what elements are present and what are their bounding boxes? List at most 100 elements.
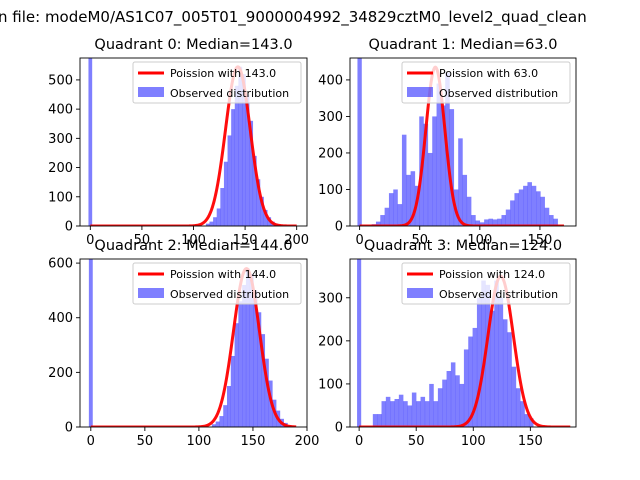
hist-bar bbox=[227, 386, 231, 427]
hist-bar bbox=[484, 219, 489, 226]
y-tick-label: 100 bbox=[318, 377, 343, 392]
hist-bar bbox=[388, 193, 394, 226]
hist-bar bbox=[536, 191, 541, 226]
hist-bar bbox=[507, 332, 512, 427]
axes-frame bbox=[349, 57, 577, 227]
hist-bar bbox=[466, 196, 472, 226]
hist-bar bbox=[424, 401, 430, 427]
hist-bar bbox=[394, 399, 400, 427]
hist-bar bbox=[492, 219, 498, 226]
hist-bar bbox=[518, 189, 524, 226]
hist-bar bbox=[260, 196, 264, 226]
hist-bar bbox=[234, 323, 239, 427]
x-tick-label: 0 bbox=[86, 233, 94, 248]
hist-bar bbox=[384, 207, 390, 226]
hist-bar bbox=[436, 83, 442, 226]
hist-bar bbox=[553, 218, 558, 226]
legend: Poission with 124.0 Observed distribution bbox=[401, 262, 571, 305]
x-tick-label: 100 bbox=[467, 233, 492, 248]
x-tick-label: 150 bbox=[518, 434, 543, 449]
hist-bar bbox=[381, 401, 387, 427]
legend-observed-swatch bbox=[407, 288, 433, 298]
x-tick-label: 50 bbox=[411, 233, 428, 248]
hist-bar bbox=[231, 109, 235, 226]
hist-bar bbox=[264, 358, 269, 427]
subplot-quadrant-1: 0 50 100 150 0 100 200 300 400 Poission with 63.0… bbox=[318, 37, 577, 248]
hist-bar bbox=[468, 336, 473, 427]
y-tick-label: 0 bbox=[335, 421, 343, 436]
x-tick-label: 200 bbox=[295, 434, 320, 449]
hist-bar bbox=[523, 185, 528, 226]
hist-bar bbox=[420, 396, 426, 427]
hist-bar bbox=[249, 120, 254, 226]
hist-bar bbox=[380, 215, 385, 226]
hist-bar bbox=[440, 105, 446, 226]
hist-bar bbox=[540, 196, 545, 226]
hist-bar bbox=[245, 268, 250, 427]
hist-bar-zero bbox=[357, 58, 362, 226]
y-tick-label: 400 bbox=[48, 103, 73, 118]
hist-bar bbox=[241, 74, 246, 226]
hist-bar bbox=[219, 416, 224, 427]
y-tick-label: 500 bbox=[48, 73, 73, 88]
hist-bar bbox=[427, 152, 433, 226]
hist-bar bbox=[515, 388, 521, 427]
hist-bar bbox=[227, 135, 232, 226]
hist-bar bbox=[531, 185, 537, 226]
legend-poisson-label: Poission with 143.0 bbox=[170, 67, 276, 80]
hist-bar bbox=[256, 179, 261, 226]
hist-bar-zero bbox=[357, 259, 362, 427]
hist-bar bbox=[479, 222, 485, 226]
hist-bar bbox=[449, 109, 455, 226]
legend: Poission with 143.0 Observed distribution bbox=[132, 61, 302, 104]
hist-bar bbox=[410, 171, 416, 226]
legend-box bbox=[401, 61, 571, 104]
x-tick-label: 50 bbox=[134, 233, 151, 248]
x-tick-label: 100 bbox=[181, 233, 206, 248]
hist-bar bbox=[253, 290, 258, 427]
legend-poisson-label: Poission with 124.0 bbox=[439, 268, 545, 281]
y-tick-label: 300 bbox=[318, 110, 343, 125]
hist-bar bbox=[377, 414, 382, 427]
hist-bar bbox=[502, 319, 508, 427]
legend-box bbox=[132, 262, 302, 305]
y-tick-label: 200 bbox=[318, 334, 343, 349]
hist-bar bbox=[437, 388, 443, 427]
hist-bar bbox=[462, 174, 468, 226]
y-tick-label: 0 bbox=[65, 220, 73, 235]
hist-bar bbox=[471, 215, 476, 226]
hist-bar bbox=[475, 220, 481, 226]
hist-bar bbox=[489, 310, 495, 427]
hist-bar bbox=[476, 297, 482, 427]
hist-bar bbox=[450, 362, 456, 427]
legend-observed-label: Observed distribution bbox=[170, 87, 289, 100]
hist-bar bbox=[234, 85, 239, 226]
hist-bar bbox=[385, 396, 391, 427]
hist-bar bbox=[403, 401, 408, 427]
hist-bar bbox=[446, 371, 452, 427]
hist-bar bbox=[401, 134, 407, 226]
subplot-quadrant-2: 0 50 100 150 200 0 200 400 600 Poission with 144.… bbox=[48, 238, 319, 449]
plot-area bbox=[357, 58, 565, 226]
legend-box bbox=[401, 262, 571, 305]
y-tick-label: 0 bbox=[335, 220, 343, 235]
hist-bar bbox=[481, 280, 486, 427]
hist-bar bbox=[433, 401, 439, 427]
hist-bar bbox=[472, 327, 478, 427]
y-tick-label: 200 bbox=[318, 146, 343, 161]
hist-bar bbox=[238, 301, 243, 427]
legend-box bbox=[132, 61, 302, 104]
hist-bar bbox=[458, 138, 463, 226]
x-tick-label: 200 bbox=[284, 233, 309, 248]
hist-bar bbox=[398, 394, 404, 427]
y-tick-label: 0 bbox=[65, 421, 73, 436]
poisson-curve bbox=[358, 274, 572, 427]
hist-bar bbox=[245, 94, 250, 226]
x-tick-label: 150 bbox=[233, 233, 258, 248]
hist-bar bbox=[549, 215, 554, 226]
x-tick-label: 100 bbox=[186, 434, 211, 449]
hist-bar bbox=[429, 383, 434, 427]
hist-bar bbox=[205, 223, 210, 226]
legend-observed-label: Observed distribution bbox=[439, 87, 558, 100]
